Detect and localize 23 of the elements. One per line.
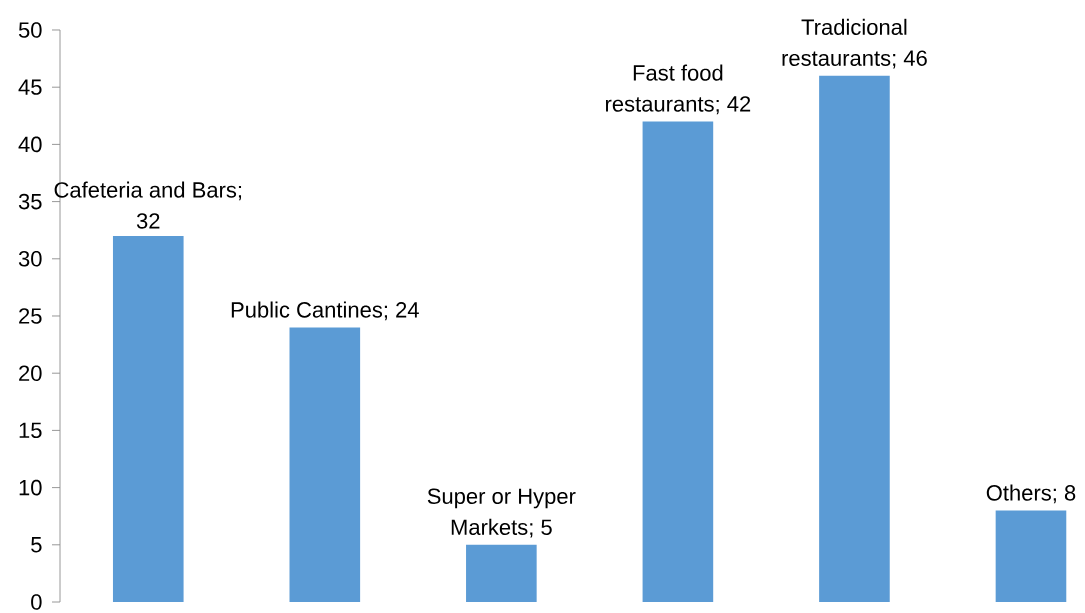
bar (112, 235, 184, 602)
data-label: Fast food restaurants; 42 (605, 64, 751, 115)
bar (819, 75, 890, 602)
y-tick-label: 20 (19, 365, 42, 381)
y-tick-label: 50 (18, 22, 42, 38)
y-tick-label: 10 (19, 479, 42, 496)
data-label: Super or Hyper Markets; 5 (427, 488, 576, 538)
y-tick-label: 0 (31, 594, 42, 610)
data-label: Public Cantines; 24 (231, 301, 419, 321)
bar (289, 327, 361, 602)
bar (995, 510, 1067, 602)
data-label: Tradicional restaurants; 46 (782, 18, 927, 69)
y-tick-label: 25 (19, 308, 42, 324)
y-tick-label: 30 (18, 251, 42, 267)
data-label: Cafeteria and Bars; 32 (54, 181, 242, 229)
y-tick-label: 45 (18, 79, 42, 95)
y-tick-label: 35 (18, 193, 42, 210)
y-tick-label: 15 (19, 422, 42, 439)
y-tick-label: 5 (31, 537, 42, 553)
bar (642, 121, 714, 602)
bar (466, 544, 537, 602)
y-tick-label: 40 (18, 136, 42, 153)
data-label: Others; 8 (986, 484, 1076, 504)
